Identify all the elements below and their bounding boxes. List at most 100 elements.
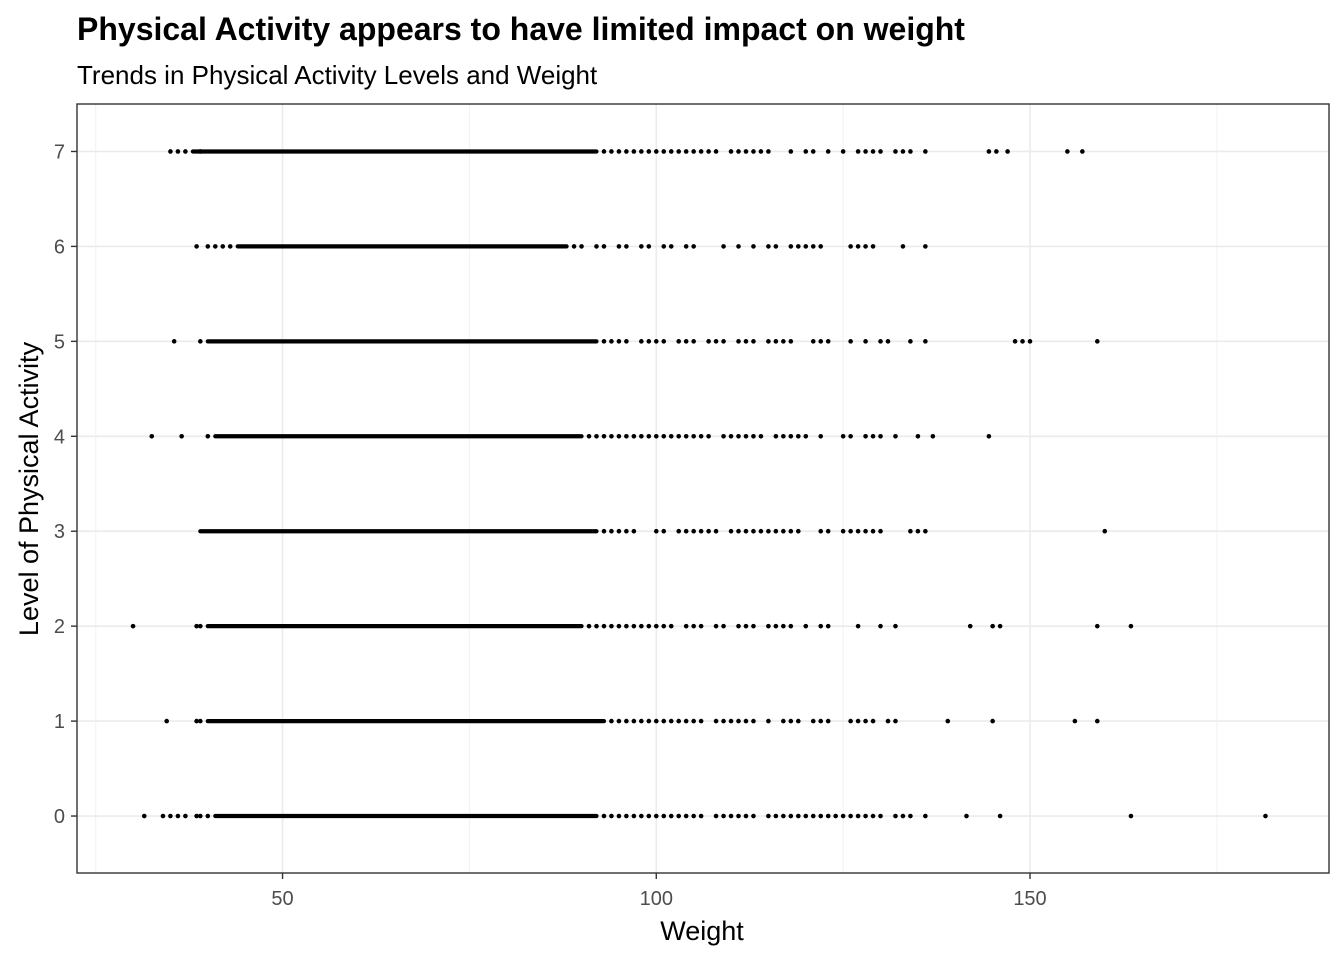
chart-title: Physical Activity appears to have limite…: [77, 11, 965, 47]
data-point: [691, 149, 696, 154]
data-point: [661, 623, 667, 629]
data-point: [930, 433, 936, 439]
data-point: [616, 813, 622, 819]
data-point: [751, 528, 756, 534]
data-point: [781, 718, 786, 724]
data-point: [803, 433, 809, 439]
data-point: [653, 813, 659, 819]
data-point: [594, 623, 599, 629]
data-point: [893, 623, 898, 629]
data-point: [220, 244, 226, 249]
data-point: [624, 623, 629, 629]
data-point: [855, 244, 861, 249]
data-point: [698, 149, 704, 154]
data-point: [706, 149, 711, 154]
data-point: [616, 149, 622, 154]
data-point: [1128, 623, 1134, 629]
data-point: [1094, 623, 1100, 629]
data-point: [863, 528, 868, 534]
data-point: [773, 813, 779, 819]
y-tick-label: 4: [54, 426, 65, 448]
data-point: [990, 623, 995, 629]
data-point: [586, 433, 592, 439]
data-point: [721, 718, 726, 724]
data-point: [168, 813, 173, 819]
data-point: [175, 149, 181, 154]
data-point: [728, 718, 734, 724]
data-point: [766, 149, 771, 154]
data-point: [773, 623, 779, 629]
data-point: [653, 718, 659, 724]
data-point: [870, 718, 876, 724]
data-point: [766, 528, 771, 534]
data-point: [646, 149, 652, 154]
data-point: [616, 433, 622, 439]
data-point: [609, 718, 614, 724]
data-point: [194, 244, 199, 249]
data-points: [130, 149, 1268, 819]
data-point: [721, 813, 726, 819]
data-point: [198, 149, 203, 154]
data-point: [728, 813, 734, 819]
data-point: [773, 244, 779, 249]
data-point: [923, 339, 928, 344]
data-point: [601, 528, 607, 534]
data-point: [870, 433, 876, 439]
data-point: [601, 244, 607, 249]
data-point: [171, 339, 177, 344]
data-point: [848, 528, 853, 534]
data-point: [698, 528, 704, 534]
data-point: [915, 433, 921, 439]
data-point: [751, 244, 756, 249]
data-point: [194, 813, 199, 819]
data-point: [624, 813, 629, 819]
data-point: [668, 813, 674, 819]
data-point: [1080, 149, 1085, 154]
data-point: [698, 718, 704, 724]
data-point: [683, 623, 689, 629]
data-point: [661, 339, 667, 344]
data-point: [194, 718, 199, 724]
data-point: [639, 623, 644, 629]
data-point: [1263, 813, 1268, 819]
data-point: [863, 244, 868, 249]
data-point: [205, 433, 211, 439]
data-point: [713, 813, 719, 819]
data-point: [646, 244, 652, 249]
data-point: [923, 813, 928, 819]
data-point: [923, 244, 928, 249]
data-point: [736, 433, 741, 439]
data-point: [893, 149, 898, 154]
x-tick-label: 150: [1013, 888, 1046, 910]
data-point: [183, 149, 188, 154]
data-point: [810, 149, 816, 154]
data-point: [885, 718, 891, 724]
data-point: [639, 244, 644, 249]
data-point: [863, 718, 868, 724]
data-point: [676, 339, 682, 344]
data-point: [986, 149, 992, 154]
data-point: [706, 433, 711, 439]
data-point: [818, 623, 824, 629]
data-point: [683, 813, 689, 819]
data-point: [616, 244, 622, 249]
data-point: [803, 244, 809, 249]
data-point: [683, 528, 689, 534]
data-point: [885, 339, 891, 344]
data-point: [848, 813, 853, 819]
data-point: [923, 149, 928, 154]
data-point: [855, 528, 861, 534]
data-point: [766, 813, 771, 819]
data-point: [141, 813, 147, 819]
data-point: [900, 244, 906, 249]
data-point: [781, 433, 786, 439]
data-point: [691, 528, 696, 534]
data-point: [639, 813, 644, 819]
data-point: [743, 149, 749, 154]
y-tick-label: 2: [54, 616, 65, 638]
data-point: [653, 339, 659, 344]
data-point: [676, 149, 682, 154]
data-point: [586, 623, 592, 629]
data-point: [698, 623, 704, 629]
y-tick-label: 3: [54, 521, 65, 543]
